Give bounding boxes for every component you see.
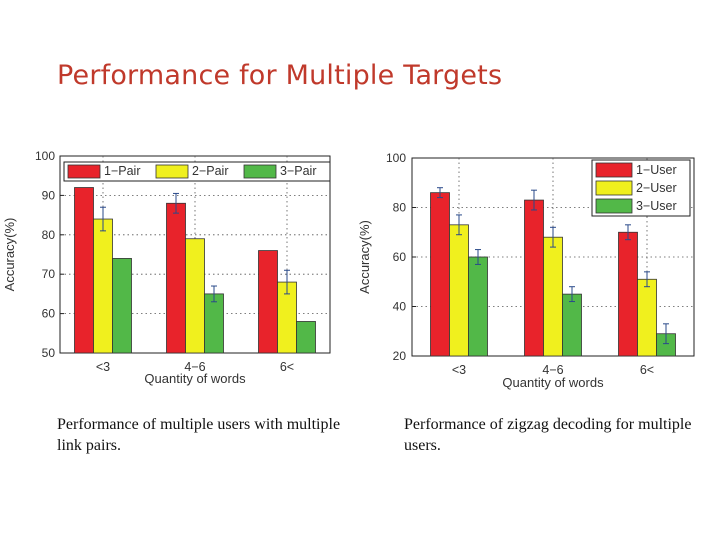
bar-1-user <box>430 192 450 357</box>
bar-3-pair <box>204 293 224 354</box>
x-axis-label: Quantity of words <box>144 371 246 386</box>
y-tick-label: 100 <box>35 149 55 163</box>
bar-3-user <box>562 293 582 357</box>
legend-swatch <box>595 198 633 214</box>
x-tick-label: <3 <box>96 360 110 374</box>
y-tick-label: 50 <box>42 346 56 360</box>
x-axis-label: Quantity of words <box>502 375 604 390</box>
bar-2-user <box>449 224 469 357</box>
bar-1-user <box>524 199 544 357</box>
x-tick-label: 6< <box>280 360 294 374</box>
bar-2-pair <box>93 218 113 354</box>
y-tick-label: 100 <box>386 151 406 165</box>
legend-label: 2−User <box>636 181 677 195</box>
y-tick-label: 40 <box>393 300 407 314</box>
legend-label: 2−Pair <box>192 164 228 178</box>
bar-2-user <box>637 278 657 357</box>
accuracy-users-chart: 20 40 60 80 100 <3 4−6 6< Quantity of words Accur… <box>357 151 695 390</box>
accuracy-pairs-chart: 50 60 70 80 90 100 <3 4−6 6< Quantity of words Acc… <box>2 149 331 386</box>
y-tick-label: 90 <box>42 188 56 202</box>
caption-left: Performance of multiple users with multi… <box>57 416 341 454</box>
bar-1-pair <box>74 187 94 354</box>
y-axis-label: Accuracy(%) <box>2 218 17 292</box>
bar-1-pair <box>258 250 278 354</box>
slide-title: Performance for Multiple Targets <box>57 60 503 91</box>
legend-swatch <box>155 164 189 179</box>
legend-label: 3−User <box>636 199 677 213</box>
bar-3-pair <box>112 258 132 354</box>
legend-swatch <box>67 164 101 179</box>
bar-3-user <box>468 256 488 357</box>
y-tick-label: 20 <box>393 349 407 363</box>
legend-label: 1−User <box>636 163 677 177</box>
x-tick-label: 4−6 <box>184 360 205 374</box>
y-axis-label: Accuracy(%) <box>357 220 372 294</box>
bar-3-pair <box>296 321 316 354</box>
legend-label: 1−Pair <box>104 164 140 178</box>
caption-right: Performance of zigzag decoding for multi… <box>404 416 692 454</box>
x-tick-label: <3 <box>452 363 466 377</box>
y-tick-label: 60 <box>393 250 407 264</box>
x-tick-label: 4−6 <box>542 363 563 377</box>
y-tick-label: 80 <box>393 201 407 215</box>
bar-2-user <box>543 236 563 357</box>
y-tick-label: 60 <box>42 307 56 321</box>
legend-swatch <box>595 162 633 178</box>
x-tick-label: 6< <box>640 363 654 377</box>
legend-swatch <box>243 164 277 179</box>
legend-swatch <box>595 180 633 196</box>
y-tick-label: 70 <box>42 267 56 281</box>
y-tick-label: 80 <box>42 228 56 242</box>
legend-label: 3−Pair <box>280 164 316 178</box>
bar-1-pair <box>166 202 186 354</box>
bar-1-user <box>618 231 638 357</box>
bar-2-pair <box>185 238 205 354</box>
